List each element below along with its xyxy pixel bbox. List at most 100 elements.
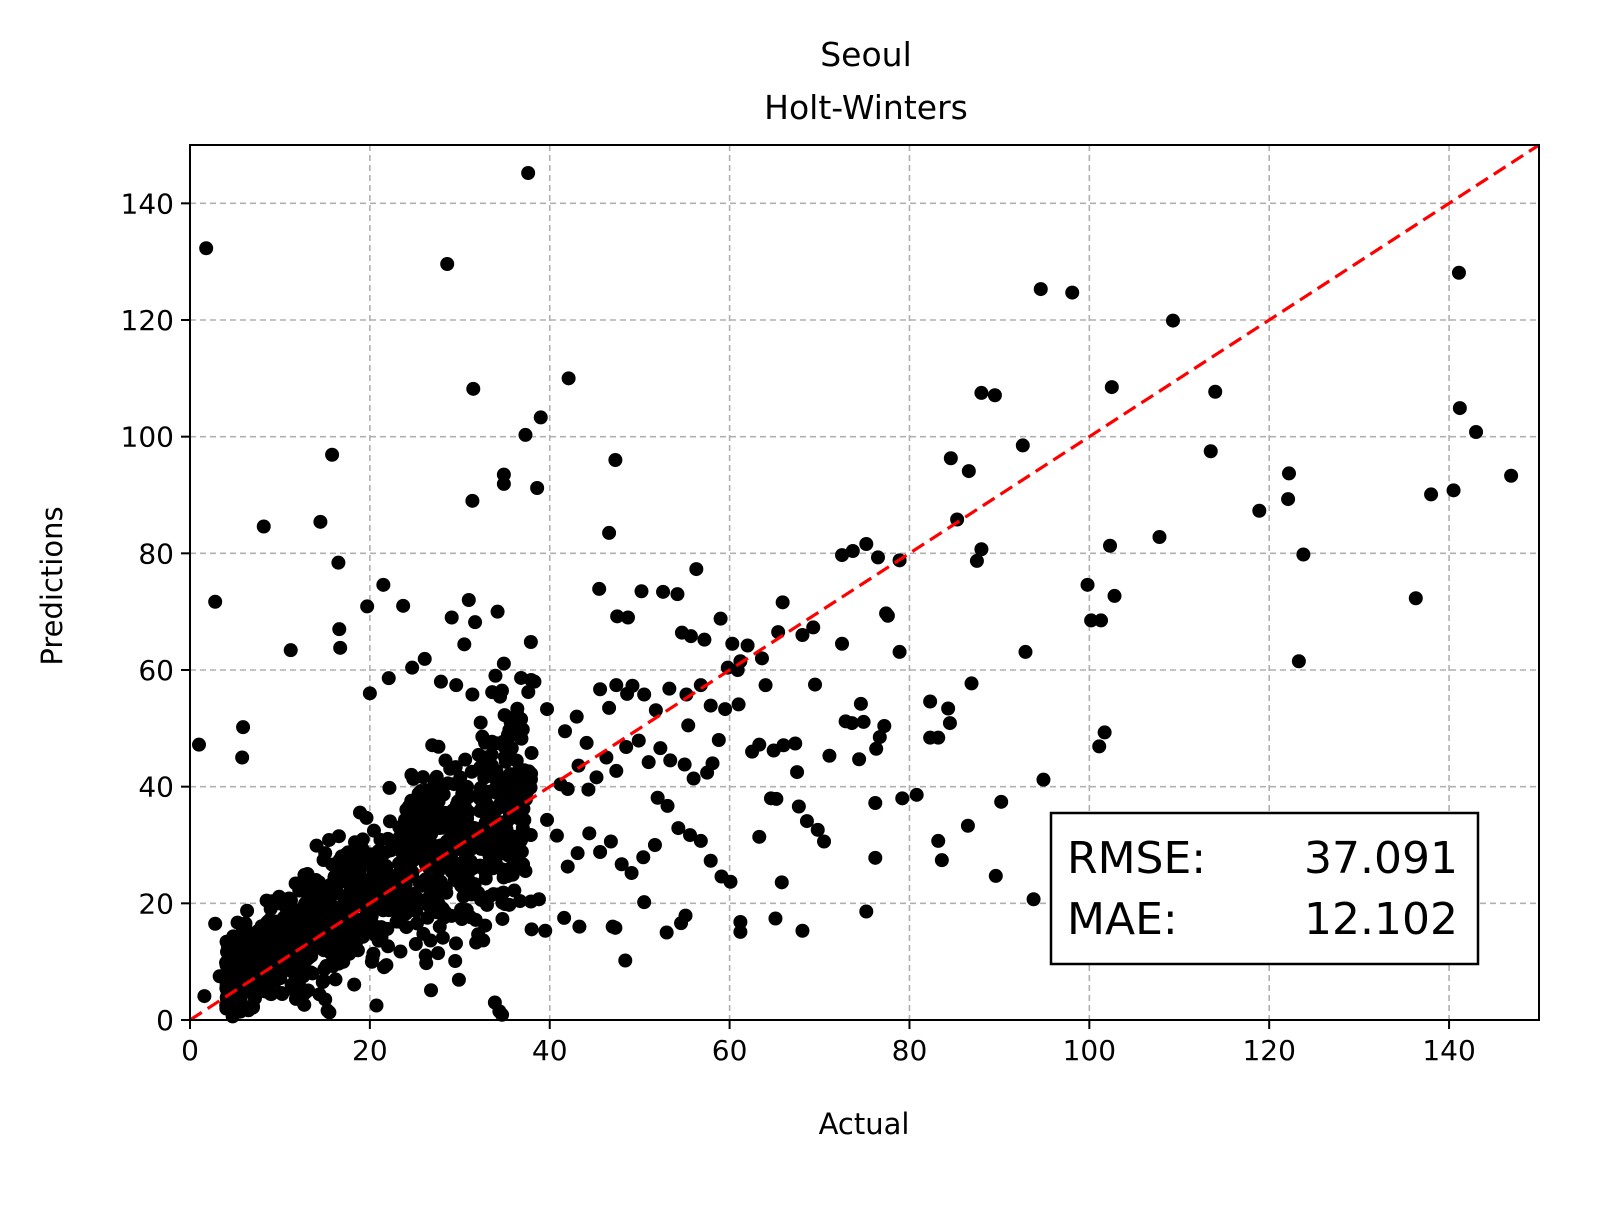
data-point [408, 937, 423, 952]
data-point [686, 771, 701, 786]
y-tick-label: 60 [138, 654, 174, 687]
identity-line [189, 143, 1540, 1022]
data-point [504, 721, 519, 736]
data-point [1015, 438, 1030, 453]
data-point [557, 910, 572, 925]
data-point [988, 868, 1003, 883]
data-point [312, 902, 327, 917]
data-point [316, 853, 331, 868]
data-point [230, 915, 245, 930]
data-point [501, 868, 516, 883]
data-point [317, 962, 332, 977]
data-point [341, 845, 356, 860]
data-point [731, 697, 746, 712]
data-point [265, 894, 280, 909]
data-point [571, 758, 586, 773]
data-point [974, 542, 989, 557]
plot-frame [189, 144, 1540, 1021]
data-point [1451, 265, 1466, 280]
data-point [435, 930, 450, 945]
data-point [431, 739, 446, 754]
data-point [278, 947, 293, 962]
data-point [274, 986, 289, 1001]
data-point [1065, 285, 1080, 300]
data-point [472, 791, 487, 806]
data-point [572, 919, 587, 934]
data-point [663, 753, 678, 768]
data-point [191, 737, 206, 752]
data-point [465, 687, 480, 702]
data-point [492, 780, 507, 795]
data-point [490, 604, 505, 619]
data-point [941, 701, 956, 716]
data-point [754, 651, 769, 666]
data-point [593, 682, 608, 697]
data-point [558, 724, 573, 739]
data-point [255, 962, 270, 977]
data-point [637, 895, 652, 910]
data-point [1097, 725, 1112, 740]
y-axis-label: Predictions [35, 506, 69, 665]
data-point [478, 815, 493, 830]
data-point [444, 610, 459, 625]
data-point [429, 769, 444, 784]
data-point [725, 636, 740, 651]
data-point [1408, 591, 1423, 606]
data-point [791, 799, 806, 814]
data-point [349, 934, 364, 949]
data-point [681, 718, 696, 733]
data-point [424, 983, 439, 998]
data-point [943, 451, 958, 466]
data-point [931, 833, 946, 848]
data-point [511, 773, 526, 788]
data-point [497, 708, 512, 723]
data-point [1281, 492, 1296, 507]
x-tick-label: 40 [532, 1034, 568, 1067]
data-point [228, 940, 243, 955]
data-point [868, 850, 883, 865]
y-tick-label: 120 [121, 304, 174, 337]
data-point [752, 829, 767, 844]
data-point [856, 714, 871, 729]
data-point [683, 629, 698, 644]
x-axis-ticks: 0 20 40 60 80 100 120 140 [181, 1020, 1476, 1067]
data-point [414, 814, 429, 829]
data-point [417, 651, 432, 666]
data-point [718, 702, 733, 717]
data-point [495, 1007, 510, 1022]
data-point [312, 912, 327, 927]
data-point [478, 918, 493, 933]
data-point [610, 609, 625, 624]
y-tick-label: 100 [121, 421, 174, 454]
data-point [1026, 892, 1041, 907]
data-point [473, 715, 488, 730]
y-tick-label: 0 [156, 1004, 174, 1037]
data-point [683, 828, 698, 843]
data-point [713, 611, 728, 626]
data-point [461, 593, 476, 607]
data-point [399, 920, 414, 935]
data-point [1152, 530, 1167, 544]
data-point [674, 916, 689, 931]
data-point [495, 911, 510, 926]
data-point [892, 644, 907, 659]
data-point [443, 761, 458, 776]
data-point [268, 974, 283, 989]
data-point [909, 787, 924, 802]
data-point [300, 866, 315, 881]
data-point [409, 916, 424, 931]
data-point [382, 780, 397, 795]
data-point [637, 687, 652, 702]
data-point [404, 767, 419, 782]
data-point [969, 553, 984, 568]
data-point [478, 735, 493, 750]
data-point [451, 972, 466, 987]
data-point [974, 385, 989, 400]
reference-line [189, 143, 1540, 1022]
data-point [478, 871, 493, 886]
data-point [364, 907, 379, 922]
data-point [852, 752, 867, 767]
data-point [197, 989, 212, 1004]
